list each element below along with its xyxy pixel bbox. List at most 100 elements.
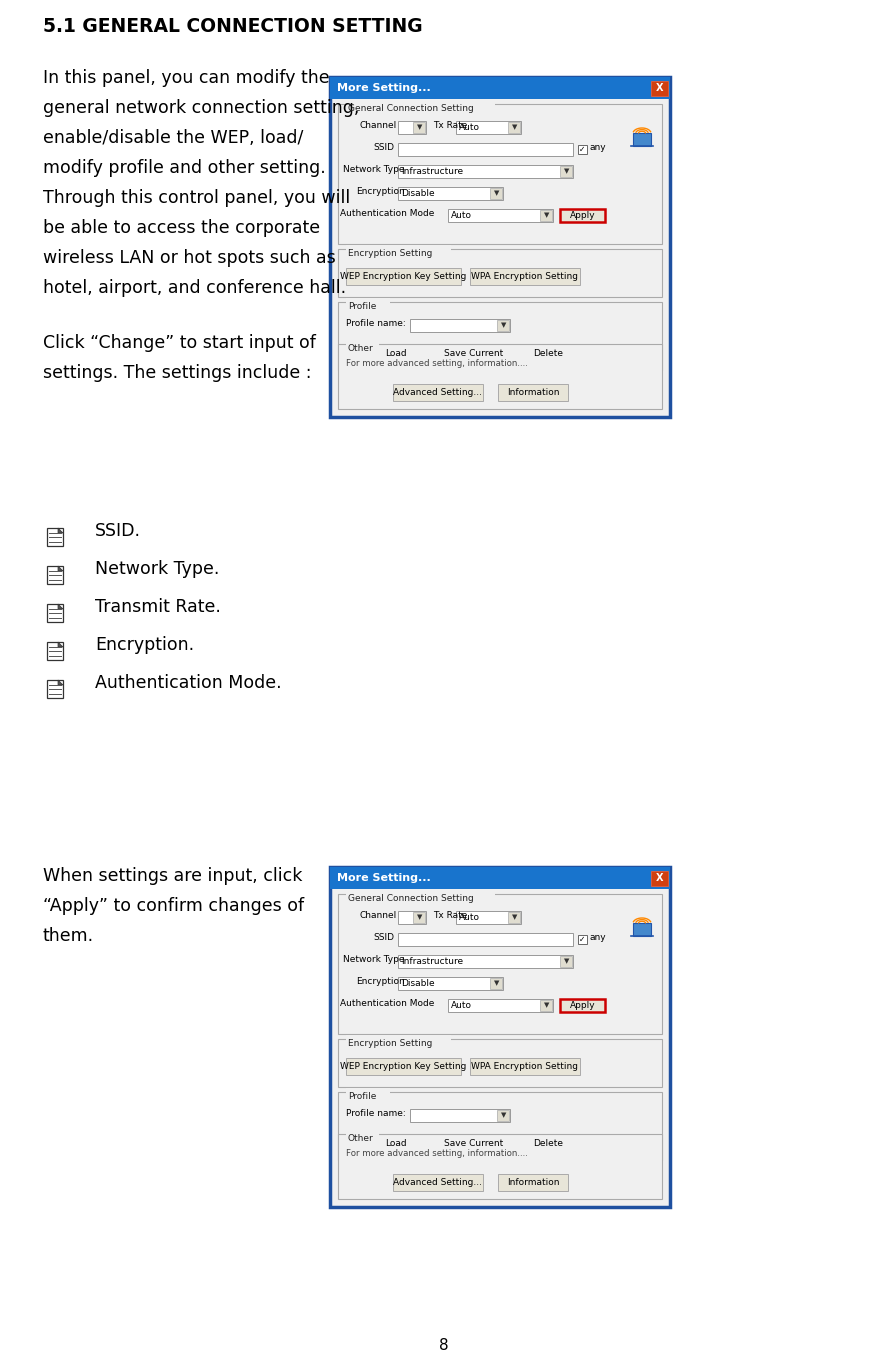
FancyBboxPatch shape bbox=[398, 977, 502, 990]
FancyBboxPatch shape bbox=[338, 1039, 661, 1087]
FancyBboxPatch shape bbox=[497, 1174, 567, 1191]
FancyBboxPatch shape bbox=[508, 912, 519, 923]
Text: SSID: SSID bbox=[373, 144, 393, 153]
Text: Encryption Setting: Encryption Setting bbox=[347, 1039, 431, 1048]
Text: Disable: Disable bbox=[400, 189, 434, 198]
Text: Information: Information bbox=[506, 388, 558, 396]
Text: Auto: Auto bbox=[450, 1001, 471, 1010]
FancyBboxPatch shape bbox=[398, 934, 572, 946]
Text: General Connection Setting: General Connection Setting bbox=[347, 894, 473, 904]
Text: Network Type: Network Type bbox=[343, 165, 404, 175]
Text: Click “Change” to start input of: Click “Change” to start input of bbox=[43, 334, 315, 351]
FancyBboxPatch shape bbox=[398, 165, 572, 178]
FancyBboxPatch shape bbox=[540, 211, 551, 221]
Text: Delete: Delete bbox=[532, 349, 563, 358]
Text: ▼: ▼ bbox=[416, 915, 422, 920]
FancyBboxPatch shape bbox=[650, 81, 667, 96]
FancyBboxPatch shape bbox=[438, 344, 509, 362]
FancyBboxPatch shape bbox=[330, 867, 669, 1207]
Text: ▼: ▼ bbox=[494, 980, 499, 987]
FancyBboxPatch shape bbox=[330, 867, 669, 889]
Text: SSID.: SSID. bbox=[95, 522, 141, 540]
Text: any: any bbox=[589, 144, 606, 153]
Text: Auto: Auto bbox=[458, 913, 479, 921]
FancyBboxPatch shape bbox=[368, 1135, 423, 1152]
Text: Authentication Mode.: Authentication Mode. bbox=[95, 674, 282, 692]
FancyBboxPatch shape bbox=[47, 604, 63, 622]
FancyBboxPatch shape bbox=[47, 679, 63, 699]
FancyBboxPatch shape bbox=[346, 1131, 379, 1137]
Text: them.: them. bbox=[43, 927, 94, 945]
FancyBboxPatch shape bbox=[346, 245, 450, 253]
FancyBboxPatch shape bbox=[398, 910, 425, 924]
Text: Channel: Channel bbox=[360, 122, 397, 130]
FancyBboxPatch shape bbox=[346, 268, 461, 284]
Text: 8: 8 bbox=[439, 1337, 447, 1352]
FancyBboxPatch shape bbox=[489, 189, 501, 200]
Text: Through this control panel, you will: Through this control panel, you will bbox=[43, 189, 350, 206]
Text: “Apply” to confirm changes of: “Apply” to confirm changes of bbox=[43, 897, 304, 915]
Text: Save Current: Save Current bbox=[444, 1139, 503, 1148]
FancyBboxPatch shape bbox=[508, 122, 519, 133]
Text: Channel: Channel bbox=[360, 912, 397, 920]
Text: Transmit Rate.: Transmit Rate. bbox=[95, 597, 221, 617]
Text: wireless LAN or hot spots such as: wireless LAN or hot spots such as bbox=[43, 249, 336, 267]
Text: Tx Rate: Tx Rate bbox=[432, 122, 467, 130]
Text: For more advanced setting, information....: For more advanced setting, information..… bbox=[346, 360, 527, 369]
Text: ▼: ▼ bbox=[511, 124, 517, 130]
FancyBboxPatch shape bbox=[447, 209, 552, 221]
FancyBboxPatch shape bbox=[578, 935, 587, 945]
Text: More Setting...: More Setting... bbox=[337, 83, 431, 93]
FancyBboxPatch shape bbox=[47, 528, 63, 545]
FancyBboxPatch shape bbox=[398, 144, 572, 156]
Text: Tx Rate: Tx Rate bbox=[432, 912, 467, 920]
Text: Encryption Setting: Encryption Setting bbox=[347, 249, 431, 258]
Text: Encryption: Encryption bbox=[355, 187, 404, 197]
Text: ✓: ✓ bbox=[579, 935, 585, 945]
FancyBboxPatch shape bbox=[330, 77, 669, 98]
Text: settings. The settings include :: settings. The settings include : bbox=[43, 364, 311, 381]
FancyBboxPatch shape bbox=[633, 923, 650, 936]
Text: ▼: ▼ bbox=[543, 212, 548, 219]
Text: SSID: SSID bbox=[373, 934, 393, 942]
FancyBboxPatch shape bbox=[497, 384, 567, 401]
FancyBboxPatch shape bbox=[523, 344, 572, 362]
Text: Authentication Mode: Authentication Mode bbox=[339, 209, 434, 219]
Text: general network connection setting,: general network connection setting, bbox=[43, 98, 359, 118]
Text: ▼: ▼ bbox=[501, 323, 506, 328]
Polygon shape bbox=[58, 528, 63, 533]
FancyBboxPatch shape bbox=[346, 340, 379, 349]
FancyBboxPatch shape bbox=[650, 871, 667, 886]
FancyBboxPatch shape bbox=[496, 1110, 509, 1121]
Text: Load: Load bbox=[385, 1139, 406, 1148]
Text: Infrastructure: Infrastructure bbox=[400, 957, 462, 966]
Text: Other: Other bbox=[347, 1135, 373, 1143]
Polygon shape bbox=[58, 604, 63, 610]
FancyBboxPatch shape bbox=[368, 344, 423, 362]
FancyBboxPatch shape bbox=[559, 165, 571, 176]
Text: Infrastructure: Infrastructure bbox=[400, 167, 462, 176]
FancyBboxPatch shape bbox=[398, 187, 502, 200]
Text: Authentication Mode: Authentication Mode bbox=[339, 999, 434, 1009]
FancyBboxPatch shape bbox=[338, 894, 661, 1033]
Text: Encryption.: Encryption. bbox=[95, 636, 194, 653]
Text: Profile: Profile bbox=[347, 302, 376, 312]
Text: Auto: Auto bbox=[450, 211, 471, 220]
FancyBboxPatch shape bbox=[392, 384, 483, 401]
FancyBboxPatch shape bbox=[392, 1174, 483, 1191]
Text: Delete: Delete bbox=[532, 1139, 563, 1148]
FancyBboxPatch shape bbox=[523, 1135, 572, 1152]
FancyBboxPatch shape bbox=[338, 302, 661, 370]
FancyBboxPatch shape bbox=[398, 956, 572, 968]
FancyBboxPatch shape bbox=[47, 642, 63, 660]
FancyBboxPatch shape bbox=[338, 344, 661, 409]
FancyBboxPatch shape bbox=[338, 1135, 661, 1199]
FancyBboxPatch shape bbox=[346, 1088, 390, 1096]
FancyBboxPatch shape bbox=[330, 77, 669, 417]
FancyBboxPatch shape bbox=[447, 999, 552, 1012]
Text: WPA Encryption Setting: WPA Encryption Setting bbox=[471, 272, 578, 282]
FancyBboxPatch shape bbox=[346, 1035, 450, 1043]
Text: ▼: ▼ bbox=[563, 958, 569, 965]
Text: More Setting...: More Setting... bbox=[337, 874, 431, 883]
Polygon shape bbox=[58, 566, 63, 571]
